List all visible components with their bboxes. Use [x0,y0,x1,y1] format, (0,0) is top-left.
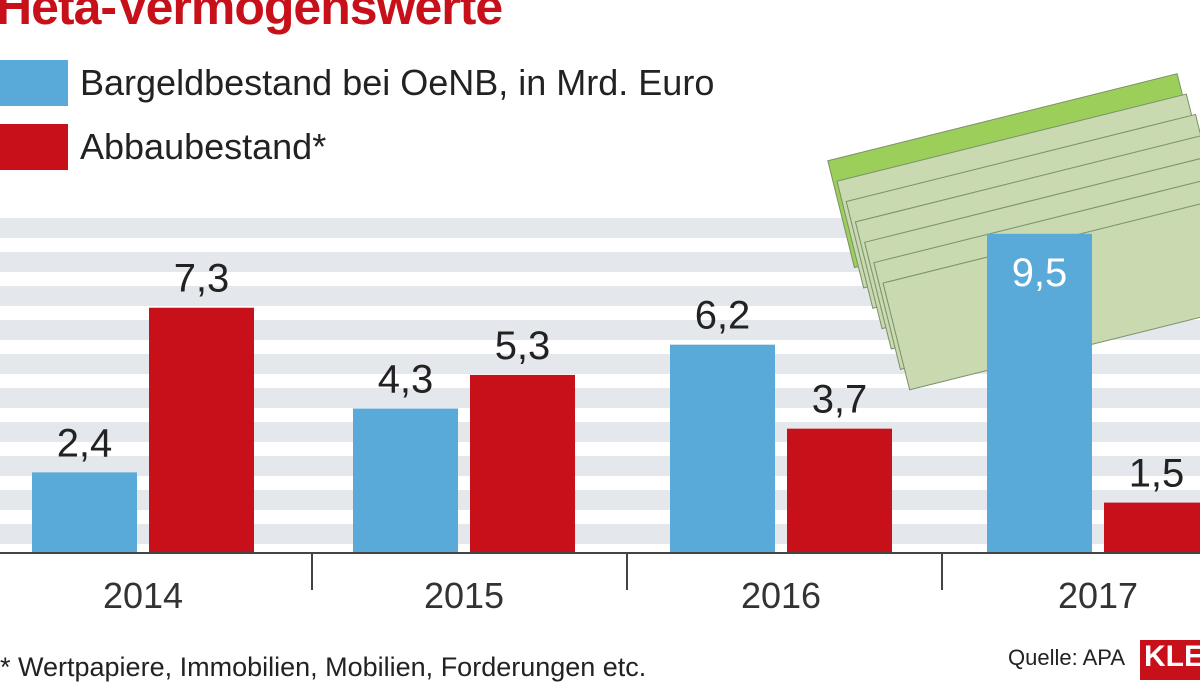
data-label: 2,4 [57,421,113,465]
x-tick-label: 2017 [1058,575,1138,616]
bar [787,428,892,553]
chart-title: Heta-Vermögenswerte [0,0,503,35]
source: Quelle: APA [1008,645,1125,670]
bar [987,233,1092,554]
data-label: 6,2 [695,294,751,338]
bar [32,472,137,553]
legend-item-bargeld: Bargeldbestand bei OeNB, in Mrd. Euro [0,60,714,106]
bar [149,307,254,553]
grid-band [0,456,1200,476]
legend-item-abbau: Abbaubestand* [0,124,326,170]
footnote: * Wertpapiere, Immobilien, Mobilien, For… [0,652,647,682]
grid-band [0,524,1200,544]
data-label: 9,5 [1012,251,1068,295]
legend-swatch-red [0,124,68,170]
legend-label: Bargeldbestand bei OeNB, in Mrd. Euro [80,62,715,103]
legend-label: Abbaubestand* [80,126,327,167]
data-label: 7,3 [174,257,230,301]
bar [353,408,458,553]
x-tick-label: 2016 [741,575,821,616]
data-label: 4,3 [378,358,434,402]
data-label: 5,3 [495,324,551,368]
newspaper-logo: KLE [1140,640,1200,680]
data-label: 1,5 [1129,452,1185,496]
bar [470,374,575,553]
x-tick-label: 2014 [103,575,183,616]
legend-swatch-blue [0,60,68,106]
data-label: 3,7 [812,378,868,422]
grid-band [0,490,1200,510]
grid-band [0,388,1200,408]
bar [670,344,775,553]
x-tick-label: 2015 [424,575,504,616]
bar [1104,502,1200,553]
grid-band [0,422,1200,442]
